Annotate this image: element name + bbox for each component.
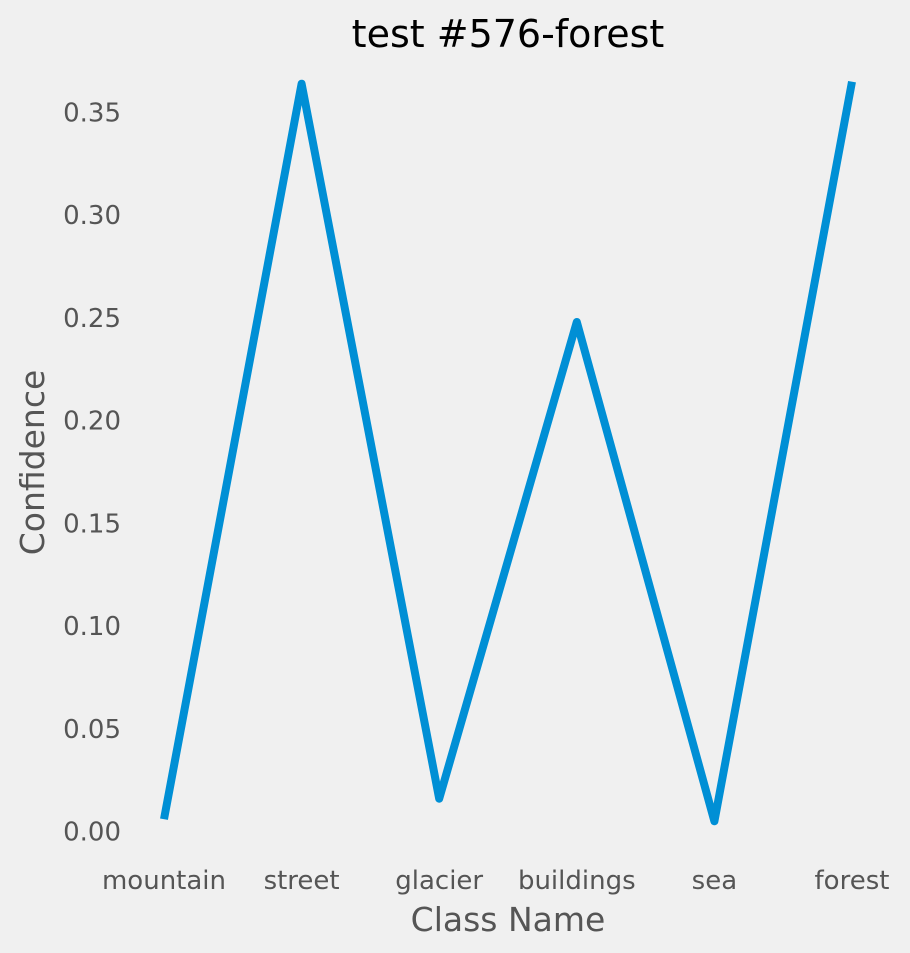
x-axis-ticks: mountain street glacier buildings sea forest bbox=[102, 866, 889, 896]
y-tick-label: 0.25 bbox=[63, 304, 121, 334]
y-tick-label: 0.05 bbox=[63, 715, 121, 745]
x-tick-label: glacier bbox=[395, 866, 483, 896]
series-layer bbox=[160, 79, 856, 826]
x-tick-label: forest bbox=[815, 866, 890, 896]
y-tick-label: 0.20 bbox=[63, 407, 121, 437]
y-axis-ticks: 0.00 0.05 0.10 0.15 0.20 0.25 0.30 0.35 bbox=[63, 98, 121, 847]
y-tick-label: 0.00 bbox=[63, 818, 121, 848]
x-tick-label: mountain bbox=[102, 866, 226, 896]
x-tick-label: buildings bbox=[518, 866, 636, 896]
y-axis-label: Confidence bbox=[13, 370, 52, 556]
x-tick-label: sea bbox=[692, 866, 737, 896]
y-tick-label: 0.15 bbox=[63, 509, 121, 539]
chart-title: test #576-forest bbox=[352, 12, 665, 56]
x-tick-label: street bbox=[264, 866, 340, 896]
series-line bbox=[160, 79, 856, 826]
x-axis-label: Class Name bbox=[411, 900, 606, 939]
y-tick-label: 0.30 bbox=[63, 201, 121, 231]
y-tick-label: 0.35 bbox=[63, 98, 121, 128]
y-tick-label: 0.10 bbox=[63, 612, 121, 642]
